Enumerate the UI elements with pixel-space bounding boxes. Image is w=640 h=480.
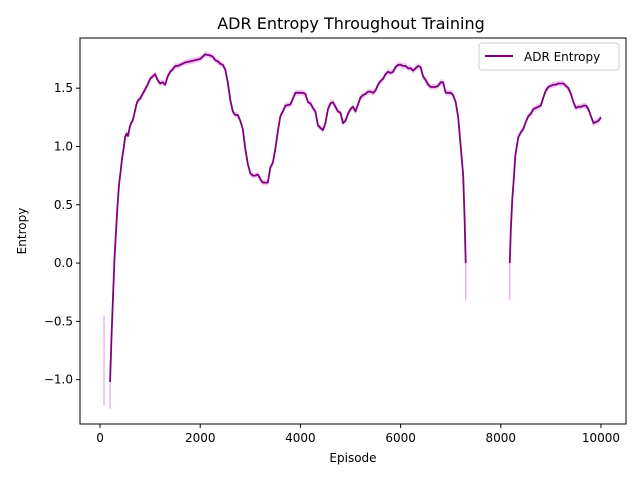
series-line-segment-2 [508, 82, 602, 264]
y-tick-label: 1.0 [54, 139, 73, 153]
y-tick-label: 0.5 [54, 198, 73, 212]
legend: ADR Entropy [478, 42, 620, 71]
band-segment-1 [110, 51, 466, 385]
y-tick-label: −0.5 [44, 314, 73, 328]
series-line-segment-1 [109, 53, 467, 383]
y-tick-label: −1.0 [44, 373, 73, 387]
x-axis-ticks: 0 2000 4000 6000 8000 10000 [96, 424, 620, 445]
legend-box [478, 42, 620, 71]
data-lines [109, 53, 602, 383]
chart-title: ADR Entropy Throughout Training [217, 14, 485, 33]
legend-label-adr-entropy: ADR Entropy [524, 50, 600, 64]
x-axis-label: Episode [329, 451, 376, 465]
plot-frame [79, 37, 627, 425]
y-axis-ticks: −1.0 −0.5 0.0 0.5 1.0 1.5 [44, 81, 80, 387]
x-tick-label: 0 [96, 431, 104, 445]
y-tick-label: 0.0 [54, 256, 73, 270]
x-tick-label: 10000 [582, 431, 620, 445]
x-tick-label: 4000 [285, 431, 316, 445]
y-tick-label: 1.5 [54, 81, 73, 95]
x-tick-label: 8000 [485, 431, 516, 445]
y-axis-label: Entropy [15, 208, 29, 255]
confidence-band [103, 51, 601, 409]
x-tick-label: 2000 [185, 431, 216, 445]
x-tick-label: 6000 [385, 431, 416, 445]
